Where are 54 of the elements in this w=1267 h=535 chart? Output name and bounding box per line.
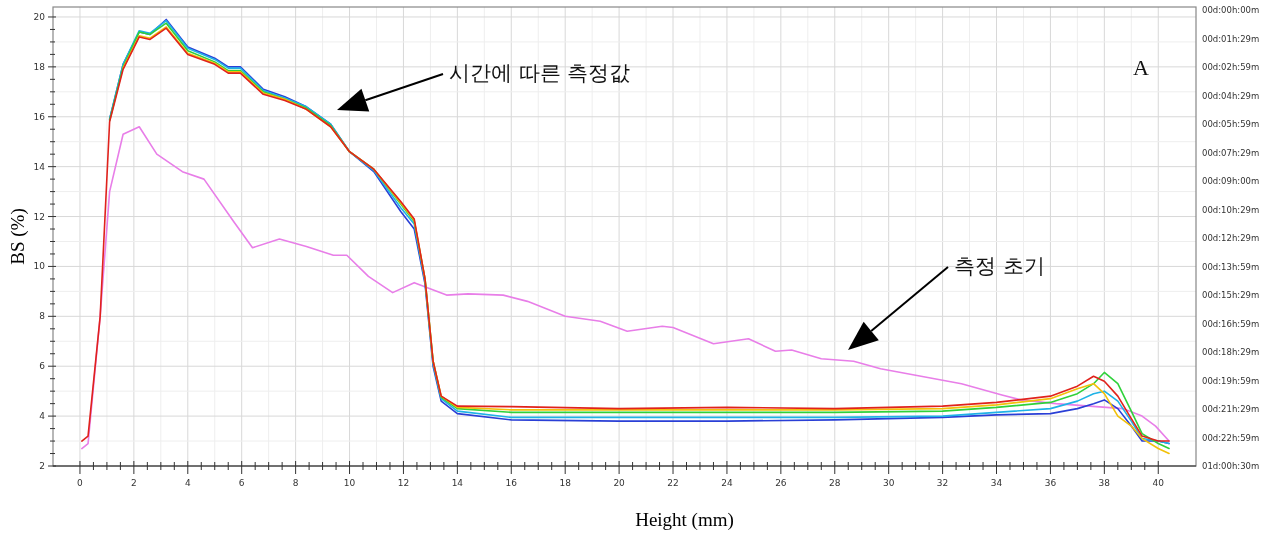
x-tick-label: 4 (184, 478, 191, 488)
text: 00d:13h:59m (1202, 261, 1260, 272)
x-tick-label: 22 (667, 478, 679, 488)
text: 00d:22h:59m (1202, 432, 1260, 443)
text: 00d:16h:59m (1202, 318, 1260, 329)
text: 00d:18h:29m (1202, 347, 1260, 357)
x-tick-label: 14 (451, 478, 464, 488)
x-axis-title: Height (mm) (635, 509, 734, 531)
text: 00d:15h:29m (1202, 290, 1260, 300)
text: 00d:00h:00m (1202, 5, 1260, 15)
x-tick-label: 16 (505, 478, 518, 488)
x-tick-label: 24 (721, 478, 733, 488)
x-tick-label: 8 (292, 478, 299, 488)
text: 00d:02h:59m (1202, 62, 1260, 72)
line-series (81, 125, 1170, 450)
x-tick-label: 26 (775, 478, 787, 488)
x-tick-label: 40 (1152, 478, 1165, 488)
annotation: A (1133, 55, 1150, 80)
x-tick-label: 2 (131, 478, 137, 488)
x-tick-label: 28 (829, 478, 841, 488)
text: 00d:01h:29m (1202, 33, 1260, 44)
x-tick-label: 38 (1098, 478, 1111, 488)
y-tick-label: 16 (33, 111, 46, 122)
x-tick-label: 36 (1044, 478, 1057, 488)
y-tick-label: 2 (39, 461, 45, 471)
y-tick-label: 20 (33, 11, 46, 22)
text: 00d:21h:29m (1202, 404, 1260, 414)
x-tick-label: 10 (343, 478, 356, 488)
x-tick-label: 20 (613, 478, 626, 488)
text: 00d:05h:59m (1202, 119, 1260, 129)
text: 00d:19h:59m (1202, 375, 1260, 386)
y-tick-label: 4 (39, 411, 46, 422)
annotation: 측정 초기 (954, 254, 1045, 278)
x-tick-label: 0 (77, 478, 84, 488)
x-tick-label: 12 (397, 478, 410, 488)
y-tick-label: 18 (33, 61, 46, 72)
x-tick-label: 32 (936, 478, 949, 488)
x-tick-label: 6 (238, 478, 245, 488)
text: 00d:12h:29m (1202, 233, 1260, 243)
text: 01d:00h:30m (1202, 461, 1260, 471)
y-tick-label: 6 (39, 361, 46, 372)
text: 00d:10h:29m (1202, 204, 1260, 215)
y-tick-label: 10 (33, 261, 46, 272)
y-tick-label: 12 (33, 211, 45, 222)
text: 00d:04h:29m (1202, 90, 1260, 101)
x-tick-label: 18 (559, 478, 572, 488)
text: 00d:09h:00m (1202, 176, 1260, 186)
y-axis-title: BS (%) (7, 208, 29, 265)
y-tick-label: 14 (33, 161, 46, 172)
text: 00d:07h:29m (1202, 147, 1260, 158)
x-tick-label: 30 (882, 478, 895, 488)
x-tick-label: 34 (990, 478, 1003, 488)
annotation: 시간에 따른 측정값 (449, 61, 631, 85)
y-tick-label: 8 (39, 311, 46, 322)
